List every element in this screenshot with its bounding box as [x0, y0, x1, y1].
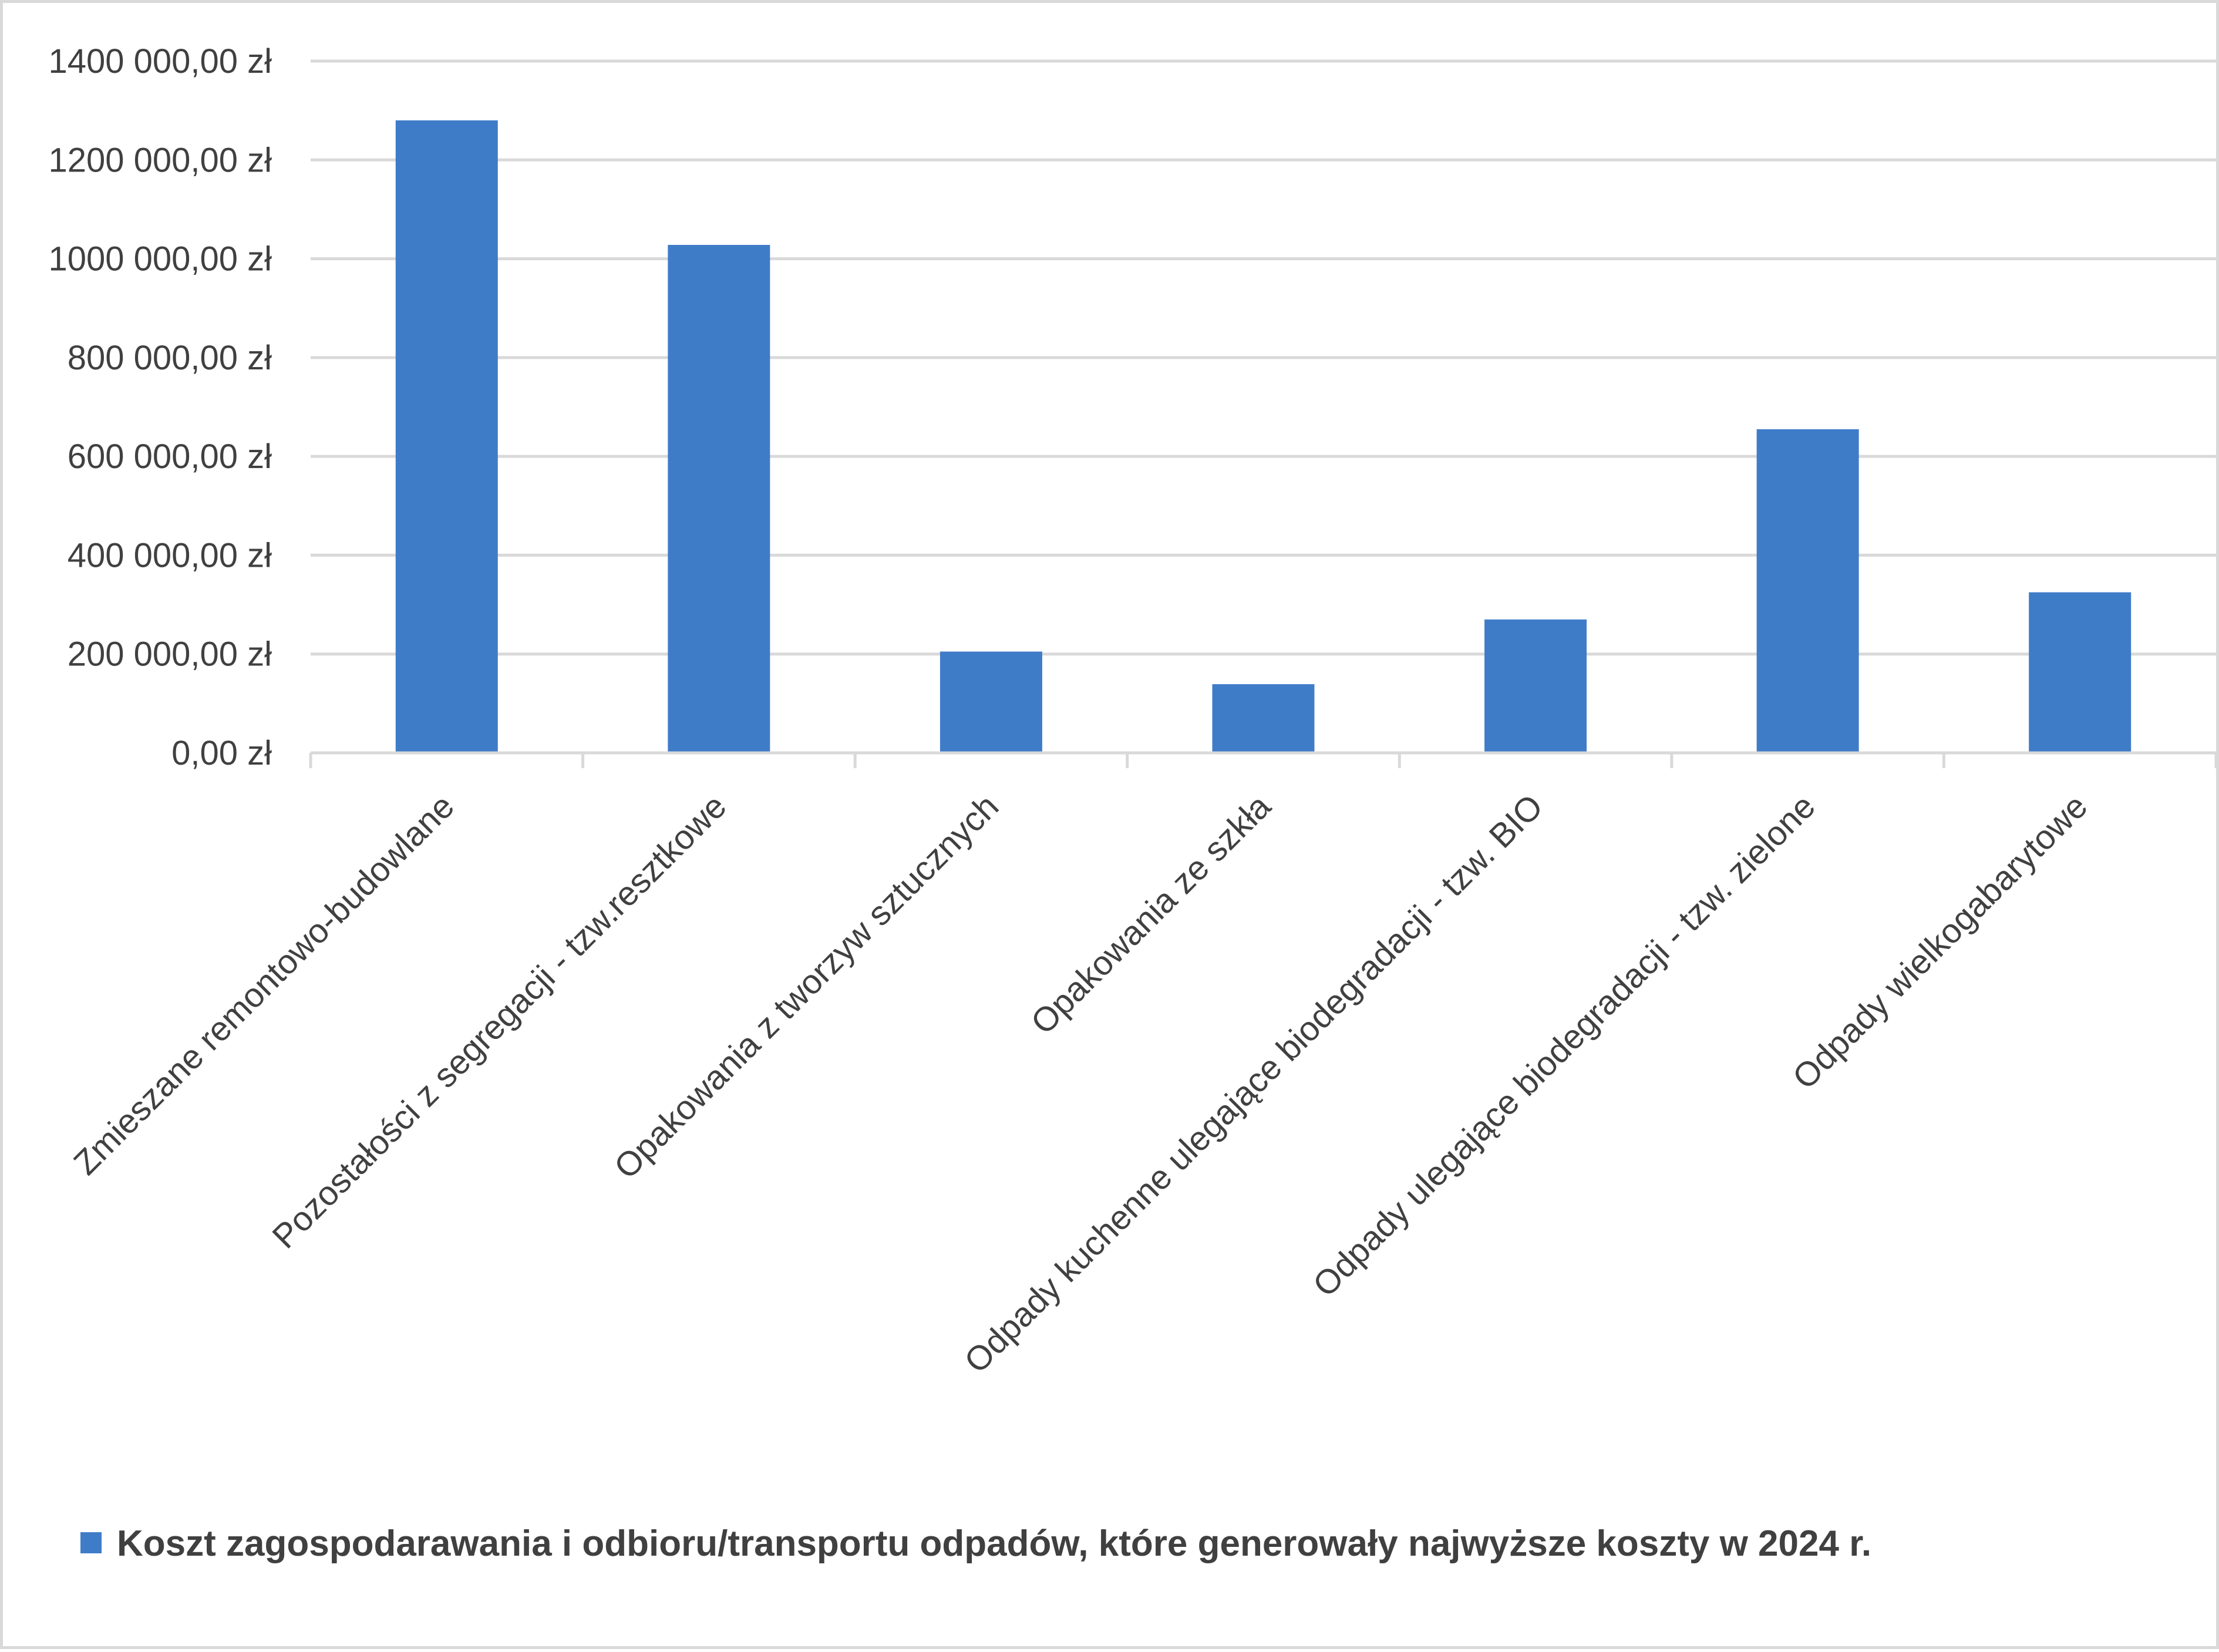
bar: [2029, 592, 2132, 753]
legend-label: Koszt zagospodarawania i odbioru/transpo…: [117, 1523, 1871, 1564]
y-tick-label: 0,00 zł: [171, 734, 272, 772]
x-axis-tick-labels: Zmieszane remontowo-budowlanePozostałośc…: [66, 787, 2095, 1381]
legend-swatch: [80, 1532, 102, 1553]
bar-chart: 0,00 zł 200 000,00 zł 400 000,00 zł 600 000…: [48, 42, 2218, 1564]
bar: [940, 651, 1042, 753]
bar: [395, 120, 498, 753]
x-tick-label: Odpady kuchenne ulegające biodegradacji …: [957, 787, 1550, 1380]
x-tick-label: Pozostałości z segregacji - tzw.resztkow…: [265, 787, 733, 1256]
bar: [1756, 429, 1859, 753]
y-tick-label: 400 000,00 zł: [68, 536, 272, 574]
gridlines: [311, 59, 2216, 656]
bar: [668, 245, 770, 753]
y-axis-tick-labels: 0,00 zł 200 000,00 zł 400 000,00 zł 600 000…: [48, 42, 272, 772]
y-tick-label: 1200 000,00 zł: [48, 141, 272, 179]
y-tick-label: 600 000,00 zł: [68, 438, 272, 476]
x-tick-label: Opakowania ze szkła: [1023, 787, 1278, 1042]
y-tick-label: 1400 000,00 zł: [48, 42, 272, 80]
y-tick-label: 800 000,00 zł: [68, 339, 272, 377]
bar: [1212, 684, 1315, 753]
y-tick-label: 200 000,00 zł: [68, 635, 272, 674]
x-tick-label: Odpady wielkogabarytowe: [1785, 787, 2095, 1096]
bar: [1484, 619, 1587, 753]
y-tick-label: 1000 000,00 zł: [48, 240, 272, 278]
x-axis: [309, 751, 2218, 768]
legend: Koszt zagospodarawania i odbioru/transpo…: [80, 1523, 1871, 1564]
bars: [395, 120, 2132, 753]
x-tick-label: Odpady ulegające biodegradacji - tzw. zi…: [1305, 787, 1822, 1304]
